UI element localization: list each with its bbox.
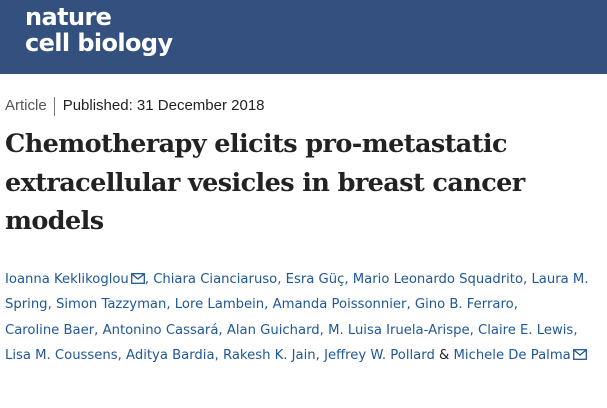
author-ampersand: & [439,347,450,363]
author-separator: , [469,322,474,338]
mail-icon[interactable] [572,348,587,360]
author-link[interactable]: Simon Tazzyman [55,297,167,313]
author-link[interactable]: Laura M. Spring [5,272,589,313]
author-link[interactable]: Rakesh K. Jain [222,347,316,363]
author-separator: , [406,297,411,313]
author-separator: , [513,297,518,313]
article-type: Article [5,97,47,114]
author-link[interactable]: Ioanna Keklikoglou [5,272,145,287]
author-separator: , [94,322,99,338]
journal-header: nature cell biology [0,0,607,74]
author-link[interactable]: Lisa M. Coussens [5,347,118,363]
author-link[interactable]: Alan Guichard [226,322,320,338]
author-separator: , [218,322,223,338]
published-label: Published: [62,97,133,114]
author-link[interactable]: Amanda Poissonnier [272,297,407,313]
author-link[interactable]: M. Luisa Iruela-Arispe [328,322,470,338]
author-separator: , [47,297,52,313]
author-separator: , [277,272,282,287]
author-separator: , [117,347,122,363]
author-separator: , [214,347,219,363]
article-meta: Article Published: 31 December 2018 [5,96,265,116]
author-link[interactable]: Michele De Palma [454,348,587,363]
published-date: 31 December 2018 [136,97,265,114]
article-title: Chemotherapy elicits pro-metastatic extr… [5,129,525,236]
author-list: Ioanna Keklikoglou, Chiara Cianciaruso, … [5,267,603,368]
author-separator: , [319,322,324,338]
author-separator: , [166,297,171,313]
mail-icon[interactable] [130,273,145,284]
author-name: Michele De Palma [453,347,571,363]
author-separator: , [264,297,269,313]
author-separator: , [315,347,320,363]
author-separator: , [573,322,578,338]
author-separator: , [523,272,528,287]
author-link[interactable]: Esra Güç [285,272,345,287]
author-link[interactable]: Gino B. Ferraro [414,297,514,313]
author-link[interactable]: Antonino Cassará [102,322,219,338]
author-link[interactable]: Mario Leonardo Squadrito [352,272,524,287]
meta-divider [53,96,55,116]
journal-logo[interactable]: nature cell biology [25,3,173,57]
author-separator: , [144,272,149,287]
journal-name-line1: nature [25,3,112,31]
author-link[interactable]: Claire E. Lewis [477,322,574,338]
author-link[interactable]: Caroline Baer [5,322,95,338]
author-name: Ioanna Keklikoglou [5,272,129,287]
journal-name-line2: cell biology [25,29,173,57]
author-separator: , [344,272,349,287]
author-link[interactable]: Chiara Cianciaruso [153,272,278,287]
author-link[interactable]: Lore Lambein [174,297,265,313]
author-link[interactable]: Jeffrey W. Pollard [324,347,435,363]
author-link[interactable]: Aditya Bardia [126,347,215,363]
